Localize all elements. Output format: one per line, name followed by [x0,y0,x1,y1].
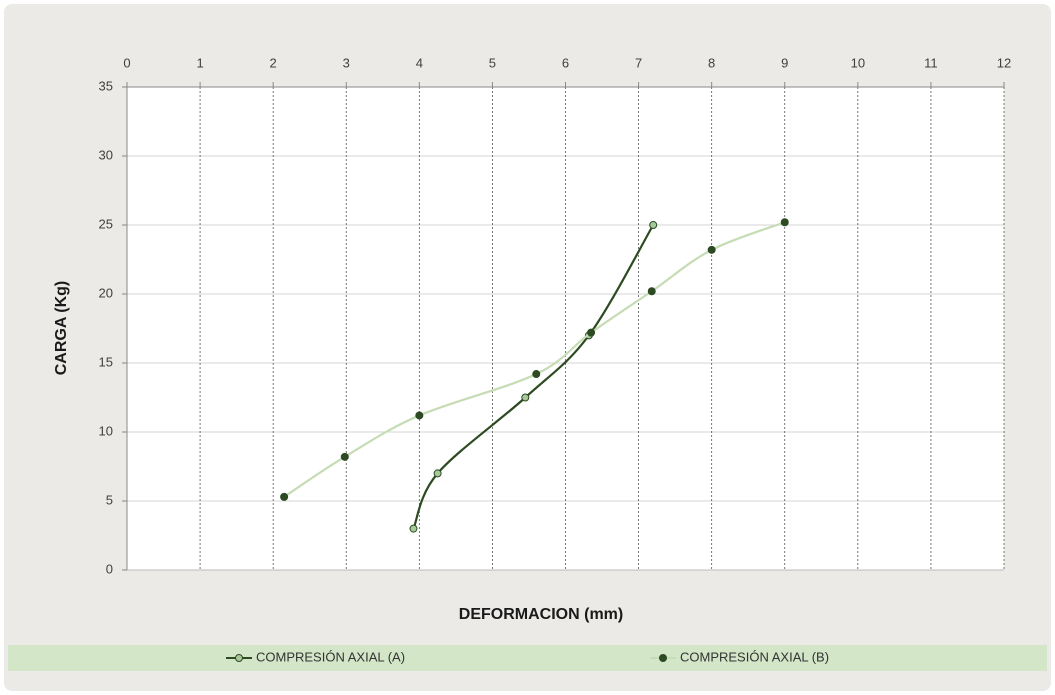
y-tick-label: 10 [99,423,113,438]
legend-band [8,645,1047,671]
x-tick-label: 10 [851,55,865,70]
y-tick-label: 35 [99,78,113,93]
x-tick-label: 11 [924,55,938,70]
data-point [780,218,789,227]
y-tick-label: 5 [106,492,113,507]
x-tick-label: 1 [196,55,203,70]
data-point [647,287,656,296]
x-tick-label: 7 [635,55,642,70]
x-tick-label: 6 [562,55,569,70]
x-tick-label: 5 [489,55,496,70]
legend-marker [235,654,243,662]
x-axis-title: DEFORMACION (mm) [459,606,623,623]
legend-label: COMPRESIÓN AXIAL (A) [256,649,405,664]
x-tick-label: 4 [416,55,423,70]
data-point [532,370,541,379]
y-axis-title: CARGA (Kg) [53,281,70,376]
series-line [412,224,655,530]
y-tick-label: 30 [99,147,113,162]
y-tick-label: 25 [99,216,113,231]
x-tick-label: 8 [708,55,715,70]
data-point [340,452,349,461]
legend-marker [659,654,667,662]
x-tick-label: 9 [781,55,788,70]
data-point [409,524,418,533]
x-tick-label: 3 [343,55,350,70]
y-tick-label: 0 [106,561,113,576]
data-point [649,221,658,229]
data-point [415,411,424,420]
series-line [283,221,786,498]
y-tick-label: 20 [99,285,113,300]
y-tick-label: 15 [99,354,113,369]
x-tick-label: 12 [997,55,1011,70]
data-point [587,328,596,337]
data-point [433,469,442,478]
x-tick-label: 2 [270,55,277,70]
data-point [707,245,716,254]
data-point [280,492,289,501]
x-tick-label: 0 [123,55,130,70]
data-point [521,393,530,402]
legend-label: COMPRESIÓN AXIAL (B) [680,649,829,664]
